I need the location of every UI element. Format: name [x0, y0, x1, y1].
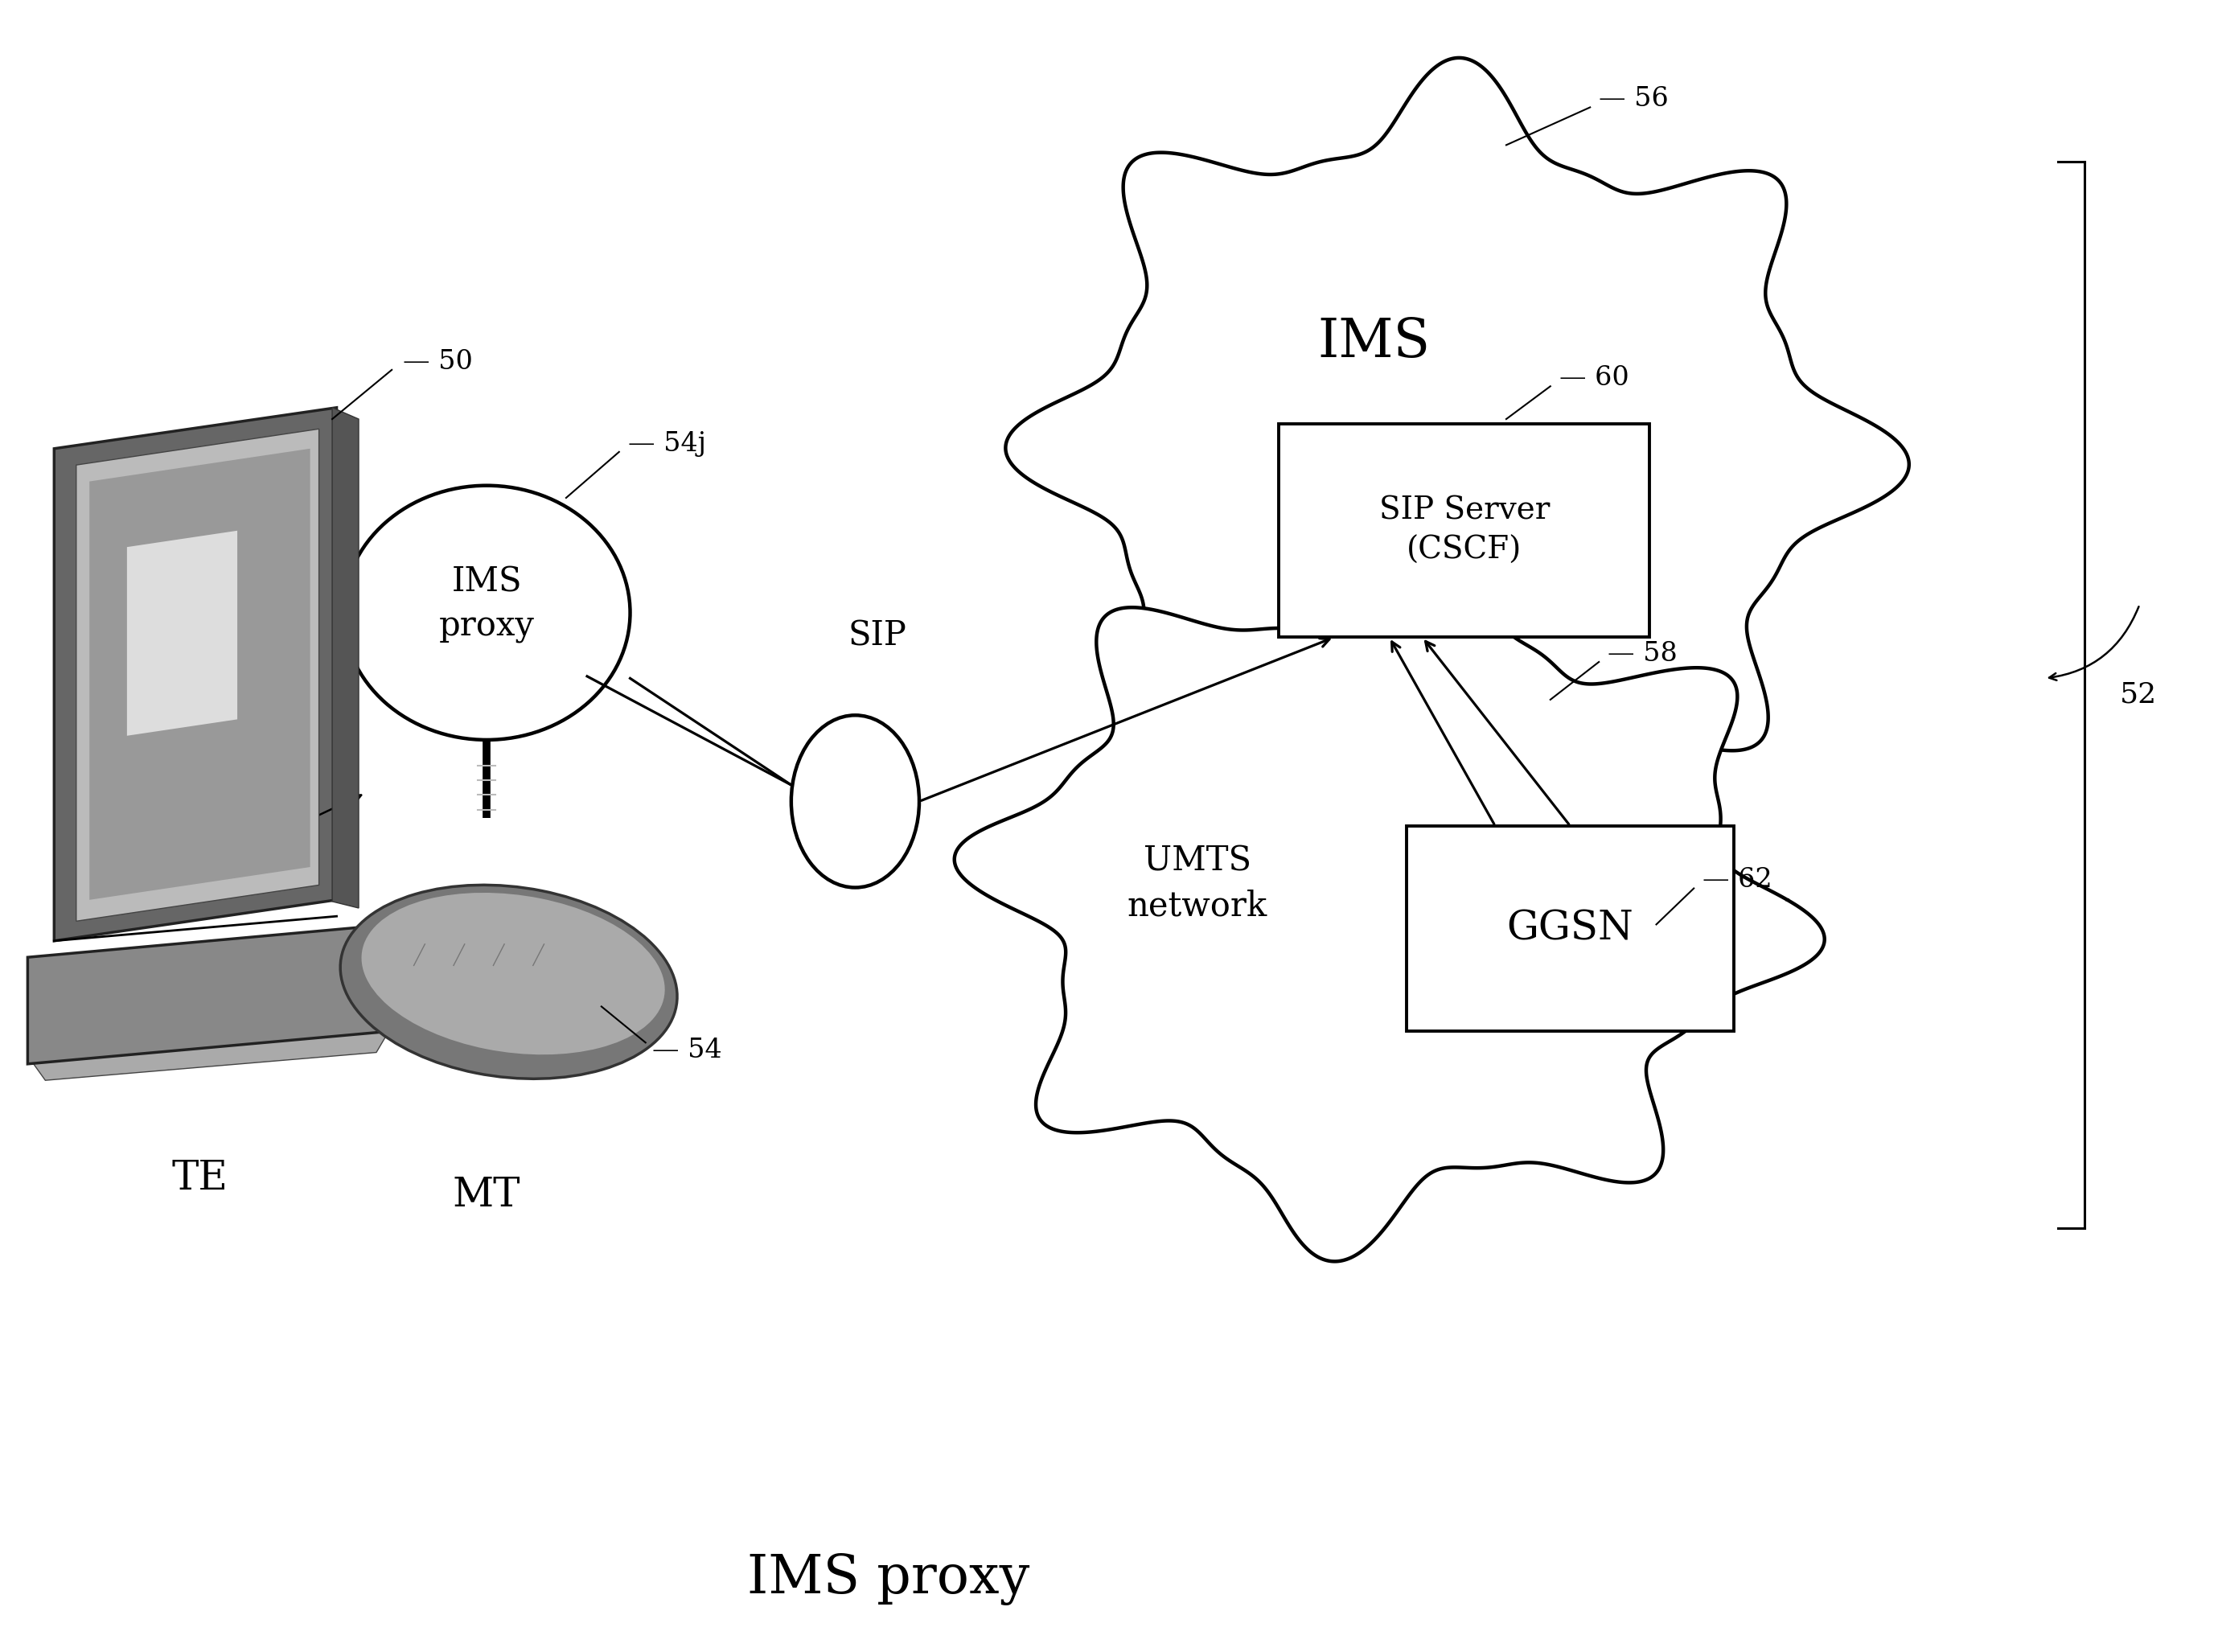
Text: SIP Server
(CSCF): SIP Server (CSCF)	[1380, 496, 1550, 565]
Text: — 54j: — 54j	[628, 431, 705, 456]
Polygon shape	[954, 548, 1825, 1262]
Text: SIP: SIP	[847, 620, 907, 653]
Text: 52: 52	[2120, 681, 2156, 709]
Ellipse shape	[792, 715, 918, 887]
Text: — 56: — 56	[1599, 86, 1668, 112]
Text: — 54: — 54	[652, 1037, 721, 1064]
Text: GGSN: GGSN	[1506, 909, 1635, 948]
Text: UMTS
network: UMTS network	[1127, 844, 1266, 922]
Polygon shape	[53, 408, 337, 942]
Polygon shape	[27, 1026, 393, 1080]
Text: — 50: — 50	[404, 349, 472, 375]
Polygon shape	[1005, 58, 1910, 864]
Ellipse shape	[344, 486, 630, 740]
Text: TE: TE	[171, 1160, 228, 1199]
Text: — 60: — 60	[1559, 365, 1628, 392]
Text: IMS proxy: IMS proxy	[747, 1553, 1029, 1606]
Text: — 62: — 62	[1703, 867, 1772, 894]
Text: MT: MT	[452, 1175, 521, 1216]
Polygon shape	[333, 408, 359, 909]
Text: IMS: IMS	[1317, 316, 1431, 368]
Text: — 58: — 58	[1608, 641, 1677, 666]
Bar	[1406, 826, 1734, 1031]
Ellipse shape	[339, 885, 676, 1079]
Text: IMS
proxy: IMS proxy	[439, 565, 535, 644]
Polygon shape	[126, 530, 237, 735]
Bar	[1280, 425, 1650, 638]
Polygon shape	[89, 449, 311, 900]
Ellipse shape	[362, 892, 665, 1054]
Polygon shape	[27, 925, 393, 1064]
Polygon shape	[75, 430, 319, 922]
